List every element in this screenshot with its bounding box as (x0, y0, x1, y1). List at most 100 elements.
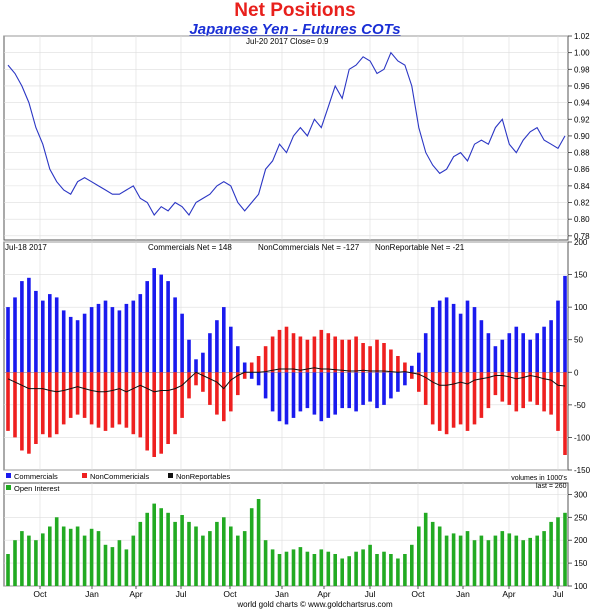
open-interest-bar (403, 554, 407, 586)
net-axis-tick-label: -50 (574, 401, 586, 410)
noncommercials-bar (500, 372, 505, 402)
noncommercials-bar (277, 329, 282, 373)
noncommercials-bar (375, 339, 379, 373)
noncommercials-bar (535, 372, 539, 405)
commercials-bar (173, 297, 177, 373)
open-interest-bar (138, 521, 143, 586)
noncommercials-bar (493, 372, 498, 396)
commercials-bar (479, 320, 484, 373)
legend-swatch (6, 473, 11, 478)
noncommercials-bar (242, 372, 247, 379)
commercials-bar (542, 326, 546, 373)
oi-axis-tick-label: 150 (574, 559, 588, 568)
x-tick-label: Oct (411, 589, 425, 599)
commercials-bar (236, 346, 240, 373)
noncommercials-bar (354, 336, 358, 373)
commercials-bar (514, 326, 519, 373)
open-interest-bar (326, 551, 331, 586)
commercials-bar (319, 372, 324, 422)
noncommercials-bar (54, 372, 59, 435)
commercials-bar (549, 320, 553, 373)
commercials-bar (41, 300, 45, 373)
open-interest-bar (423, 512, 428, 586)
commercials-bar (131, 300, 136, 373)
noncommercials-net-label: NonCommercials Net = -127 (258, 243, 360, 252)
noncommercials-bar (319, 329, 324, 373)
open-interest-bar (187, 521, 191, 586)
x-tick-label: Oct (223, 589, 237, 599)
open-interest-bar (535, 535, 539, 586)
noncommercials-bar (563, 372, 567, 455)
noncommercials-bar (396, 356, 400, 373)
commercials-bar (6, 307, 10, 373)
commercials-bar (563, 275, 567, 373)
noncommercials-bar (479, 372, 484, 418)
price-axis-tick-label: 1.00 (574, 49, 590, 58)
noncommercials-bar (389, 349, 393, 373)
noncommercials-bar (159, 372, 163, 454)
open-interest-bar (270, 549, 275, 586)
open-interest-bar (507, 533, 512, 586)
open-interest-bar (444, 535, 449, 586)
noncommercials-bar (368, 346, 372, 373)
commercials-bar (486, 333, 491, 373)
noncommercials-bar (444, 372, 449, 435)
commercials-bar (124, 303, 129, 373)
noncommercials-bar (61, 372, 66, 425)
noncommercials-bar (103, 372, 108, 431)
noncommercials-bar (75, 372, 80, 415)
legend-label: NonCommericials (90, 472, 149, 481)
open-interest-bar (6, 554, 10, 586)
price-info-label: Jul-20 2017 Close= 0.9 (246, 37, 329, 46)
commercials-bar (347, 372, 351, 409)
open-interest-bar (34, 540, 38, 586)
open-interest-bar (417, 526, 421, 586)
open-interest-bar (145, 512, 149, 586)
commercials-bar (13, 297, 17, 373)
commercials-bar (368, 372, 372, 402)
noncommercials-bar (131, 372, 136, 435)
noncommercials-bar (236, 372, 240, 396)
price-axis-tick-label: 1.02 (574, 32, 590, 41)
open-interest-bar (298, 547, 303, 586)
open-interest-bar (20, 531, 24, 586)
open-interest-bar (256, 499, 261, 586)
noncommercials-bar (410, 372, 414, 379)
price-axis-tick-label: 0.92 (574, 115, 590, 124)
open-interest-bar (312, 554, 317, 586)
open-interest-bar (96, 531, 101, 586)
commercials-bar (117, 310, 122, 373)
commercials-bar (277, 372, 282, 422)
open-interest-bar (549, 521, 553, 586)
chart-title: Net Positions (234, 0, 356, 21)
noncommercials-bar (284, 326, 289, 373)
open-interest-bar (222, 517, 226, 586)
price-axis-tick-label: 0.88 (574, 149, 590, 158)
noncommercials-bar (291, 333, 296, 373)
x-tick-label: Oct (33, 589, 47, 599)
oi-axis-tick-label: 300 (574, 490, 588, 499)
legend-label: Open Interest (14, 484, 60, 493)
commercials-bar (312, 372, 317, 415)
commercials-bar (521, 333, 525, 373)
commercials-bar (333, 372, 337, 415)
noncommercials-bar (173, 372, 177, 435)
commercials-bar (382, 372, 386, 405)
open-interest-bar (486, 540, 491, 586)
commercials-bar (34, 290, 38, 373)
nonreportable-net-label: NonReportable Net = -21 (375, 243, 465, 252)
commercials-bar (403, 372, 407, 386)
open-interest-bar (159, 508, 163, 586)
commercials-net-label: Commercials Net = 148 (148, 243, 232, 252)
noncommercials-bar (96, 372, 101, 428)
open-interest-bar (528, 537, 532, 586)
commercials-bar (215, 320, 219, 373)
noncommercials-bar (347, 339, 351, 373)
commercials-bar (500, 339, 505, 373)
noncommercials-bar (451, 372, 456, 428)
commercials-bar (68, 316, 73, 373)
commercials-bar (263, 372, 268, 399)
noncommercials-bar (514, 372, 519, 412)
noncommercials-bar (110, 372, 115, 428)
